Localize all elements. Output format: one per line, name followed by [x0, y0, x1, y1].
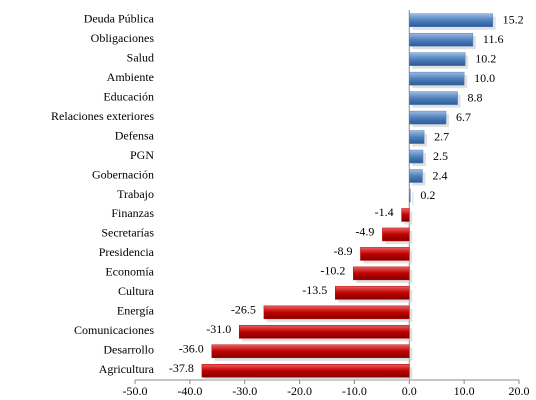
- category-label: Desarrollo: [103, 343, 154, 357]
- category-label: Secretarías: [101, 226, 154, 240]
- bar: [360, 247, 410, 261]
- category-label: Educación: [103, 89, 154, 103]
- data-label: -8.9: [333, 244, 352, 258]
- bar: [353, 266, 410, 281]
- data-label: 10.2: [475, 51, 496, 65]
- data-label: -10.2: [320, 264, 345, 278]
- x-tick-label: 10.0: [454, 384, 475, 398]
- category-label: Obligaciones: [91, 31, 155, 45]
- bar: [211, 344, 410, 359]
- bar: [409, 91, 458, 105]
- bar: [401, 208, 410, 222]
- data-label: -31.0: [206, 322, 231, 336]
- data-label: -36.0: [179, 342, 204, 356]
- data-label: -26.5: [231, 303, 256, 317]
- bar: [409, 149, 424, 164]
- x-tick-label: 20.0: [509, 384, 530, 398]
- category-label: Cultura: [118, 284, 155, 298]
- bar: [409, 71, 465, 86]
- x-tick-label: -10.0: [342, 384, 367, 398]
- bar: [334, 286, 410, 300]
- category-label: Presidencia: [99, 245, 155, 259]
- category-label: PGN: [130, 148, 154, 162]
- data-label: 8.8: [468, 90, 483, 104]
- data-label: 2.4: [432, 168, 447, 182]
- data-label: 10.0: [474, 71, 495, 85]
- x-tick-label: -50.0: [123, 384, 148, 398]
- category-label: Economía: [105, 265, 154, 279]
- category-label: Comunicaciones: [74, 323, 154, 337]
- bar: [409, 188, 411, 203]
- bar: [409, 52, 466, 66]
- bar: [409, 110, 447, 125]
- data-label: 6.7: [456, 110, 471, 124]
- data-label: -13.5: [302, 283, 327, 297]
- x-tick-label: -40.0: [177, 384, 202, 398]
- x-tick-label: 0.0: [402, 384, 417, 398]
- data-label: -37.8: [169, 361, 194, 375]
- bar: [382, 227, 410, 242]
- bar: [409, 32, 474, 47]
- bar: [201, 364, 410, 378]
- data-label: -1.4: [375, 205, 394, 219]
- category-label: Defensa: [115, 128, 155, 142]
- category-label: Trabajo: [117, 187, 154, 201]
- bar: [409, 13, 493, 27]
- category-label: Salud: [127, 50, 154, 64]
- category-label: Agricultura: [99, 362, 155, 376]
- x-tick-label: -30.0: [232, 384, 257, 398]
- data-label: 11.6: [483, 32, 504, 46]
- bar: [409, 130, 425, 144]
- category-label: Relaciones exteriores: [51, 109, 154, 123]
- data-label: 2.5: [433, 149, 448, 163]
- bar: [409, 169, 423, 183]
- category-label: Energía: [117, 304, 155, 318]
- bar-shadow: [412, 192, 414, 205]
- x-tick-label: -20.0: [287, 384, 312, 398]
- category-label: Ambiente: [107, 70, 154, 84]
- category-label: Deuda Pública: [84, 11, 155, 25]
- data-label: -4.9: [355, 225, 374, 239]
- bar: [263, 305, 410, 320]
- bar: [238, 325, 410, 339]
- category-label: Finanzas: [111, 206, 154, 220]
- data-label: 15.2: [503, 12, 524, 26]
- category-label: Gobernación: [92, 167, 154, 181]
- data-label: 0.2: [420, 188, 435, 202]
- data-label: 2.7: [434, 129, 449, 143]
